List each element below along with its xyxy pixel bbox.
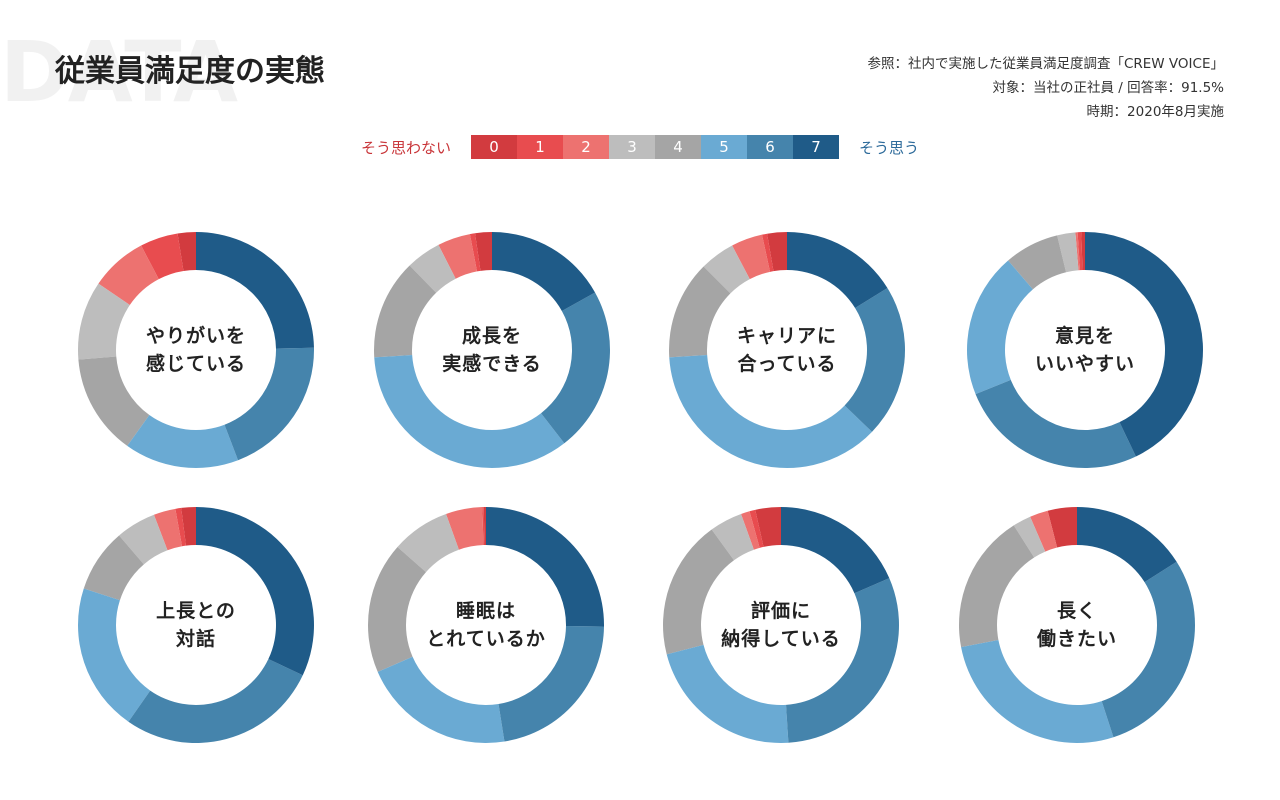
donut-chart-8: 長く 働きたい [957, 505, 1197, 745]
donut-chart-1-svg [78, 232, 314, 468]
donut-segment-score-0 [181, 507, 196, 546]
donut-segment-score-3 [1057, 232, 1079, 273]
donut-chart-7-svg [663, 507, 899, 743]
donut-segment-score-4 [663, 529, 734, 655]
donut-segment-score-7 [787, 232, 888, 308]
donut-segment-score-1 [761, 233, 774, 272]
donut-segment-score-5 [666, 644, 789, 743]
donut-segment-score-4 [1008, 235, 1067, 290]
donut-segment-score-7 [492, 232, 596, 312]
donut-segment-score-6 [498, 626, 604, 742]
donut-chart-3-svg [669, 232, 905, 468]
donut-chart-6-svg [368, 507, 604, 743]
donut-segment-score-5 [374, 355, 565, 468]
donut-chart-4-svg [967, 232, 1203, 468]
donut-segment-score-7 [196, 507, 314, 676]
donut-segment-score-2 [98, 245, 159, 306]
donut-segment-score-3 [703, 245, 750, 294]
donut-segment-score-6 [541, 292, 610, 444]
donut-chart-2-svg [374, 232, 610, 468]
donut-segment-score-6 [786, 578, 899, 743]
donut-segment-score-6 [1101, 561, 1195, 738]
donut-segment-score-0 [177, 232, 196, 271]
donut-segment-score-6 [128, 659, 303, 743]
donut-segment-score-0 [1047, 507, 1077, 548]
donut-segment-score-0 [475, 232, 492, 271]
donut-segment-score-0 [1081, 232, 1085, 271]
background-watermark-text: DATA [0, 23, 238, 121]
donut-segment-score-1 [175, 507, 186, 547]
legend-high-label: そう思う [859, 138, 920, 157]
donut-segment-score-5 [78, 588, 151, 722]
donut-segment-score-0 [767, 232, 787, 272]
donut-segment-score-4 [78, 356, 150, 446]
donut-segment-score-4 [368, 546, 426, 672]
donut-segment-score-7 [486, 507, 604, 627]
donut-segment-score-2 [741, 511, 760, 550]
donut-segment-score-1 [749, 509, 764, 548]
legend-swatch-0: 0 [471, 135, 517, 159]
page-title: 従業員満足度の実態 [55, 54, 325, 89]
donut-segment-score-0 [755, 507, 781, 547]
donut-chart-5: 上長との 対話 [76, 505, 316, 745]
donut-chart-7: 評価に 納得している [661, 505, 901, 745]
donut-segment-score-4 [374, 265, 437, 358]
donut-segment-score-5 [961, 639, 1114, 743]
donut-chart-5-svg [78, 507, 314, 743]
donut-segment-score-5 [377, 656, 505, 743]
donut-segment-score-2 [1030, 510, 1058, 552]
legend-swatch-4: 4 [655, 135, 701, 159]
donut-segment-score-4 [83, 535, 144, 601]
legend-swatch-7: 7 [793, 135, 839, 159]
donut-segment-score-4 [959, 525, 1035, 648]
donut-segment-score-3 [78, 283, 130, 360]
donut-segment-score-3 [711, 513, 754, 561]
donut-segment-score-1 [1077, 232, 1083, 271]
donut-segment-score-7 [1077, 507, 1177, 583]
meta-source: 参照：社内で実施した従業員満足度調査「CREW VOICE」 [867, 56, 1224, 72]
donut-segment-score-7 [196, 232, 314, 349]
donut-chart-4: 意見を いいやすい [965, 230, 1205, 470]
legend-swatch-3: 3 [609, 135, 655, 159]
donut-segment-score-3 [397, 513, 459, 573]
donut-segment-score-3 [1013, 516, 1046, 558]
donut-segment-score-5 [127, 415, 239, 468]
meta-target: 対象：当社の正社員 / 回答率：91.5% [992, 80, 1224, 96]
legend-swatch-1: 1 [517, 135, 563, 159]
donut-chart-3: キャリアに 合っている [667, 230, 907, 470]
donut-segment-score-6 [224, 347, 314, 461]
donut-segment-score-7 [781, 507, 890, 594]
donut-segment-score-2 [438, 234, 478, 279]
donut-segment-score-2 [1075, 232, 1080, 271]
legend-swatch-5: 5 [701, 135, 747, 159]
donut-segment-score-1 [469, 233, 481, 272]
donut-segment-score-6 [844, 288, 905, 432]
legend-scale: 0 1 2 3 4 5 6 7 [471, 135, 839, 159]
donut-segment-score-1 [482, 507, 485, 546]
donut-segment-score-7 [1085, 232, 1203, 457]
legend-swatch-2: 2 [563, 135, 609, 159]
donut-segment-score-2 [446, 507, 484, 550]
donut-segment-score-3 [119, 514, 168, 565]
donut-segment-score-2 [153, 508, 182, 551]
donut-segment-score-5 [967, 260, 1033, 395]
survey-meta: 参照：社内で実施した従業員満足度調査「CREW VOICE」 対象：当社の正社員… [867, 52, 1224, 124]
donut-segment-score-5 [669, 355, 872, 468]
donut-segment-score-0 [483, 507, 486, 546]
donut-chart-1: やりがいを 感じている [76, 230, 316, 470]
donut-segment-score-1 [141, 233, 184, 280]
donut-chart-2: 成長を 実感できる [372, 230, 612, 470]
meta-period: 時期：2020年8月実施 [1086, 104, 1224, 120]
donut-chart-8-svg [959, 507, 1195, 743]
donut-segment-score-6 [975, 379, 1136, 468]
donut-segment-score-4 [669, 266, 731, 358]
legend-low-label: そう思わない [360, 138, 451, 157]
legend-swatch-6: 6 [747, 135, 793, 159]
donut-segment-score-2 [732, 234, 771, 280]
legend: そう思わない 0 1 2 3 4 5 6 7 そう思う [0, 135, 1280, 159]
donut-segment-score-3 [409, 244, 456, 293]
donut-chart-6: 睡眠は とれているか [366, 505, 606, 745]
